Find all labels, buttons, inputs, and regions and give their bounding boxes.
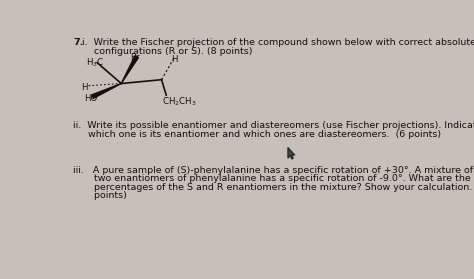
Text: H: H xyxy=(172,55,178,64)
Text: two enantiomers of phenylalanine has a specific rotation of -9.0°. What are the: two enantiomers of phenylalanine has a s… xyxy=(73,174,471,183)
Text: H: H xyxy=(81,83,87,92)
Polygon shape xyxy=(121,56,138,83)
Text: HO: HO xyxy=(84,93,97,103)
Text: configurations (R or S). (8 points): configurations (R or S). (8 points) xyxy=(82,47,253,56)
Text: ii.  Write its possible enantiomer and diastereomers (use Fischer projections). : ii. Write its possible enantiomer and di… xyxy=(73,121,474,130)
Text: Br: Br xyxy=(130,53,140,62)
Text: which one is its enantiomer and which ones are diastereomers.  (6 points): which one is its enantiomer and which on… xyxy=(73,130,441,139)
Text: 7.: 7. xyxy=(73,38,83,47)
Text: iii.   A pure sample of (S)-phenylalanine has a specific rotation of +30°. A mix: iii. A pure sample of (S)-phenylalanine … xyxy=(73,166,474,175)
Text: $\mathregular{CH_2CH_3}$: $\mathregular{CH_2CH_3}$ xyxy=(162,95,197,108)
Text: percentages of the S and R enantiomers in the mixture? Show your calculation. (5: percentages of the S and R enantiomers i… xyxy=(73,183,474,192)
Polygon shape xyxy=(92,83,121,98)
Polygon shape xyxy=(288,147,295,159)
Text: points): points) xyxy=(73,191,127,200)
Text: $\mathregular{H_3C}$: $\mathregular{H_3C}$ xyxy=(86,57,105,69)
Text: i.  Write the Fischer projection of the compound shown below with correct absolu: i. Write the Fischer projection of the c… xyxy=(82,38,474,47)
